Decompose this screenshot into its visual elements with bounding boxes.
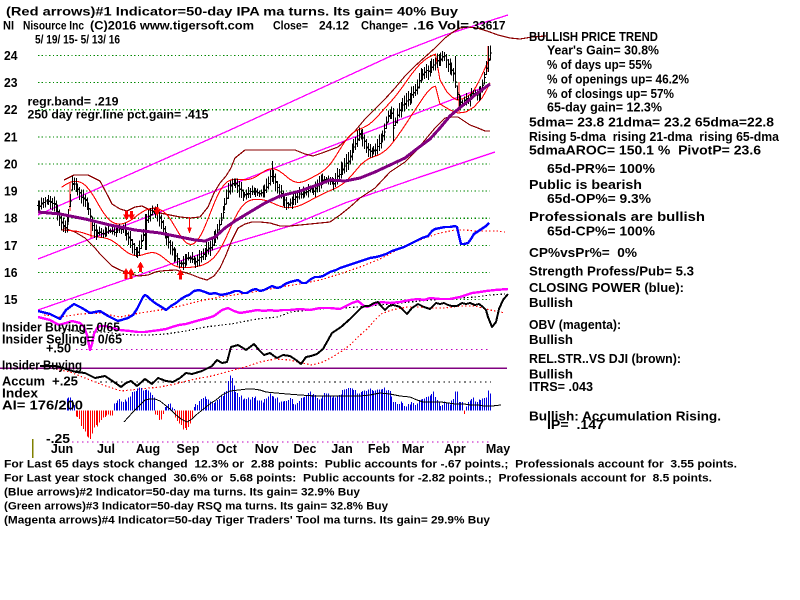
svg-text:5dmaAROC= 150.1 % PivotP= 23.: 5dmaAROC= 150.1 % PivotP= 23.6 [529, 144, 761, 158]
svg-text:65d-OP%= 9.3%: 65d-OP%= 9.3% [547, 192, 651, 206]
svg-text:% of days up= 55%: % of days up= 55% [547, 58, 652, 72]
svg-text:CLOSING POWER (blue):: CLOSING POWER (blue): [529, 281, 684, 295]
svg-text:OBV (magenta):: OBV (magenta): [529, 318, 621, 332]
svg-text:(C)2016 www.tigersoft.com: (C)2016 www.tigersoft.com [90, 19, 254, 33]
svg-text:Public is bearish: Public is bearish [529, 178, 642, 192]
svg-text:Jul: Jul [97, 442, 115, 456]
svg-text:17: 17 [4, 238, 18, 253]
svg-text:For Last 65 days stock changed: For Last 65 days stock changed 12.3% or … [4, 459, 737, 471]
svg-text:ITRS= .043: ITRS= .043 [529, 380, 593, 394]
svg-text:(Blue arrows)#2 Indicator=50-d: (Blue arrows)#2 Indicator=50-day ma turn… [4, 487, 361, 499]
svg-text:5/ 19/ 15- 5/ 13/ 16: 5/ 19/ 15- 5/ 13/ 16 [35, 33, 120, 47]
svg-text:Bullish: Accumulation Rising.: Bullish: Accumulation Rising. [529, 410, 721, 424]
svg-text:+.50: +.50 [46, 342, 71, 356]
svg-text:Year's Gain= 30.8%: Year's Gain= 30.8% [547, 44, 659, 58]
svg-text:(Green arrows)#3 Indicator=50-: (Green arrows)#3 Indicator=50-day RSQ ma… [4, 501, 389, 513]
svg-text:15: 15 [4, 292, 18, 307]
svg-text:Bullish: Bullish [529, 368, 573, 382]
svg-text:Accum: Accum [2, 375, 45, 389]
svg-text:Aug: Aug [136, 442, 160, 456]
svg-text:19: 19 [4, 184, 18, 199]
svg-text:Vol=: Vol= [438, 19, 469, 33]
svg-text:Index: Index [2, 387, 38, 401]
svg-text:Close=: Close= [273, 19, 308, 33]
svg-text:Change=: Change= [361, 19, 408, 33]
svg-text:% of closings up= 57%: % of closings up= 57% [547, 87, 674, 101]
svg-text:65d-PR%= 100%: 65d-PR%= 100% [547, 162, 655, 176]
svg-text:20: 20 [4, 156, 18, 171]
svg-text:Dec: Dec [294, 442, 317, 456]
svg-text:250 day regr.line pct.gain= .4: 250 day regr.line pct.gain= .415 [28, 108, 209, 122]
svg-text:Jun: Jun [51, 442, 73, 456]
svg-text:Insider Buying: Insider Buying [2, 359, 82, 373]
svg-text:24.12: 24.12 [319, 19, 349, 33]
svg-text:CP%vsPr%= 0%: CP%vsPr%= 0% [529, 246, 637, 260]
svg-text:65d-CP%= 100%: 65d-CP%= 100% [547, 225, 655, 239]
svg-text:% of openings up= 46.2%: % of openings up= 46.2% [547, 73, 689, 87]
svg-text:+.25: +.25 [52, 375, 78, 389]
svg-text:For Last year stock changed 3: For Last year stock changed 30.6% or 5.6… [4, 473, 712, 485]
svg-text:Insider Buying= 0/65: Insider Buying= 0/65 [2, 321, 120, 335]
svg-text:NI: NI [3, 19, 14, 33]
svg-text:May: May [486, 442, 510, 456]
svg-text:regr.band= .219: regr.band= .219 [28, 95, 119, 109]
svg-text:Nov: Nov [255, 442, 279, 456]
svg-text:Professionals are bullish: Professionals are bullish [529, 210, 705, 224]
svg-text:Apr: Apr [444, 442, 466, 456]
svg-text:21: 21 [4, 129, 18, 144]
svg-text:22: 22 [4, 102, 18, 117]
svg-text:18: 18 [4, 211, 18, 226]
svg-text:23: 23 [4, 75, 18, 90]
svg-text:Insider Selling= 0/65: Insider Selling= 0/65 [2, 333, 122, 347]
svg-text:33617: 33617 [473, 19, 506, 33]
svg-text:Rising 5-dma rising 21-dma r: Rising 5-dma rising 21-dma rising 65-dma [529, 130, 780, 144]
svg-text:Mar: Mar [402, 442, 424, 456]
svg-text:Bullish: Bullish [529, 333, 573, 347]
svg-text:Strength Profess/Pub= 5.3: Strength Profess/Pub= 5.3 [529, 265, 694, 279]
svg-text:REL.STR..VS DJI (brown):: REL.STR..VS DJI (brown): [529, 352, 681, 366]
svg-text:Nisource Inc: Nisource Inc [23, 19, 84, 33]
svg-text:Oct: Oct [216, 442, 238, 456]
svg-text:24: 24 [4, 48, 18, 63]
svg-text:BULLISH PRICE TREND: BULLISH PRICE TREND [529, 30, 658, 44]
svg-text:65-day gain= 12.3%: 65-day gain= 12.3% [547, 101, 662, 115]
svg-text:(Red arrows)#1 Indicator=50-da: (Red arrows)#1 Indicator=50-day IPA ma t… [6, 5, 458, 19]
svg-text:5dma= 23.8 21dma= 23.2 65dma=2: 5dma= 23.8 21dma= 23.2 65dma=22.8 [529, 116, 774, 130]
svg-text:IP= .147: IP= .147 [547, 418, 604, 432]
svg-text:(Magenta arrows)#4 Indicator=5: (Magenta arrows)#4 Indicator=50-day Tige… [4, 515, 491, 527]
svg-text:AI= 176/200: AI= 176/200 [2, 399, 83, 413]
svg-text:16: 16 [4, 265, 18, 280]
svg-text:.16: .16 [413, 19, 434, 33]
svg-text:Bullish: Bullish [529, 296, 573, 310]
svg-text:Sep: Sep [177, 442, 200, 456]
svg-text:Jan: Jan [331, 442, 353, 456]
svg-text:-.25: -.25 [46, 432, 70, 446]
svg-text:Feb: Feb [368, 442, 391, 456]
